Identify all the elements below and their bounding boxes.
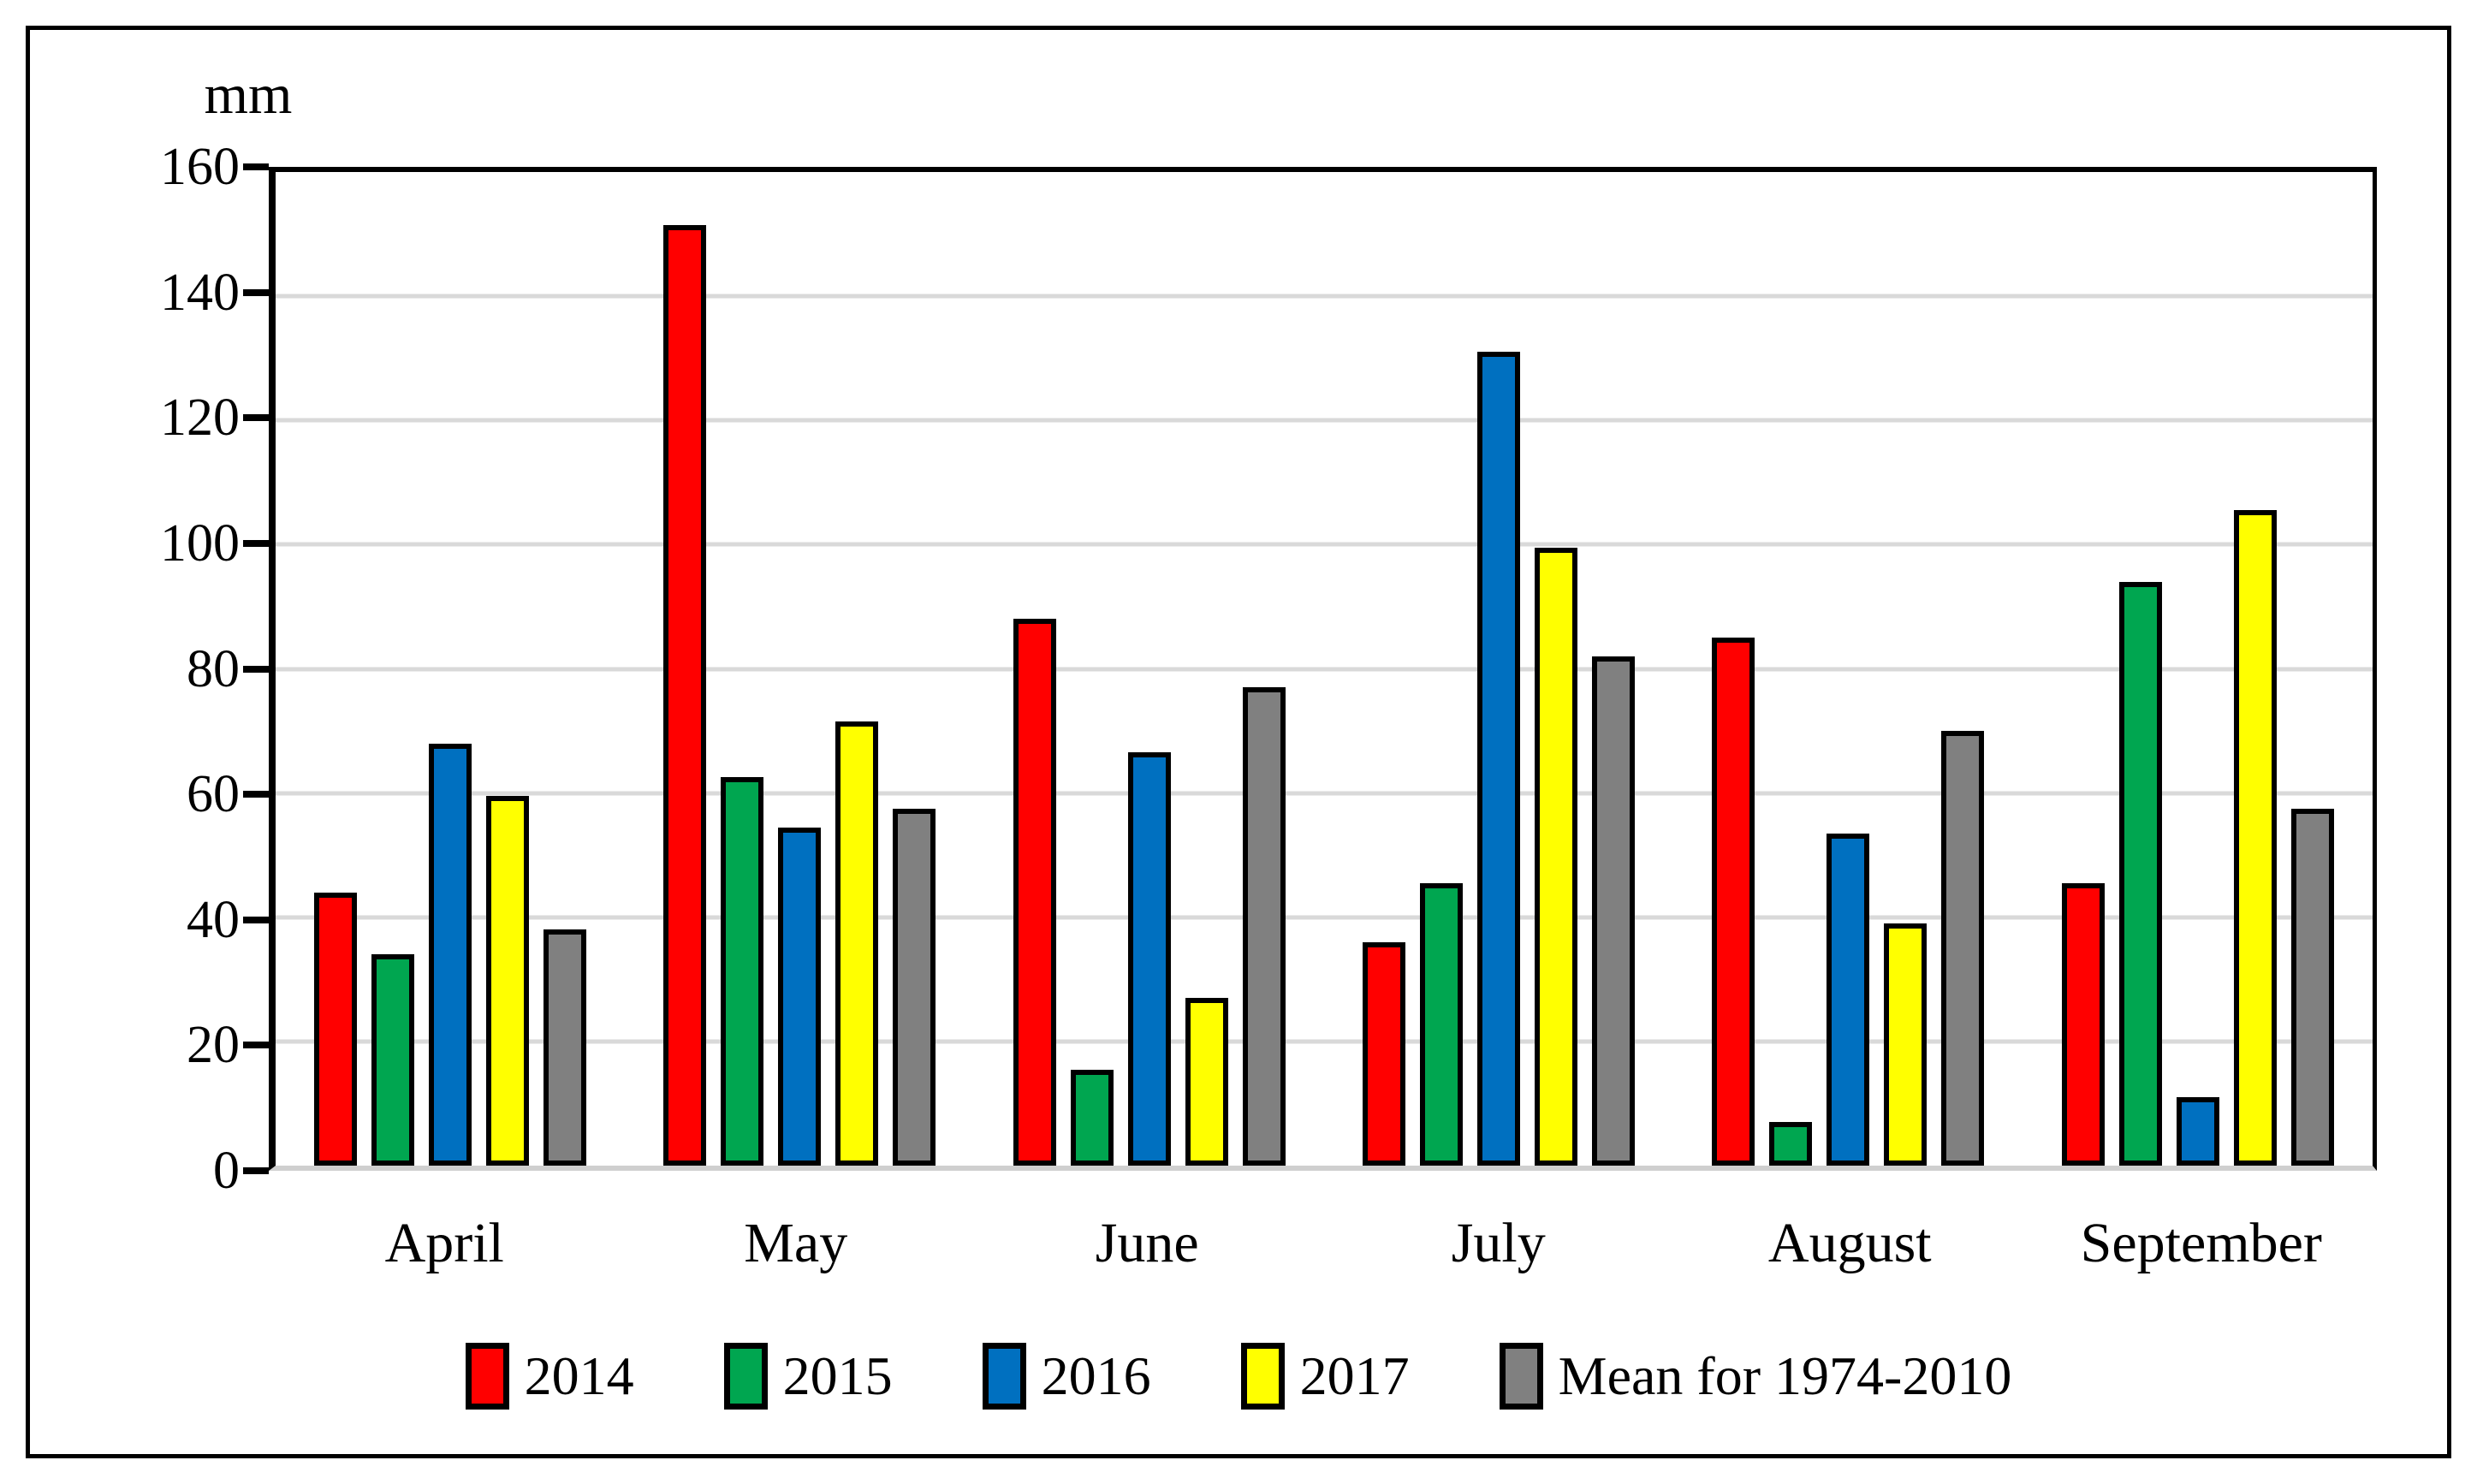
y-axis-label-20: 20 [187, 1016, 240, 1075]
y-tick-60 [243, 791, 269, 798]
y-axis-label-140: 140 [160, 263, 240, 322]
gridline-40 [276, 915, 2373, 920]
legend-item-2016: 2016 [982, 1343, 1151, 1410]
bar-2017-april [486, 796, 530, 1166]
legend-item-2017: 2017 [1240, 1343, 1410, 1410]
plot-area [269, 167, 2377, 1171]
bars-layer [276, 172, 2373, 1166]
y-tick-0 [243, 1167, 269, 1174]
bar-2017-august [1884, 923, 1928, 1166]
bar-group-june [975, 172, 1324, 1166]
y-axis-label-160: 160 [160, 138, 240, 196]
legend: 2014 2015 2016 2017 Mean for 1974-2010 [64, 1329, 2413, 1423]
legend-label-2014: 2014 [524, 1345, 634, 1406]
legend-swatch-2014 [465, 1343, 509, 1410]
figure-frame: mm 0 20 40 60 80 100 120 140 160 April May June Jul… [26, 26, 2451, 1458]
y-tick-80 [243, 665, 269, 673]
bar-mean-for-1974-2010-april [544, 929, 587, 1166]
bar-2017-june [1185, 998, 1228, 1166]
bar-2017-may [835, 721, 879, 1166]
legend-item-mean-for-1974-2010: Mean for 1974-2010 [1499, 1343, 2012, 1410]
legend-swatch-2016 [982, 1343, 1026, 1410]
y-axis-label-120: 120 [160, 389, 240, 448]
x-axis-labels: April May June July August September [269, 1209, 2377, 1277]
y-axis-label-100: 100 [160, 513, 240, 573]
gridline-100 [276, 542, 2373, 547]
bar-2015-july [1420, 882, 1464, 1166]
bar-2015-may [721, 777, 764, 1166]
legend-label-mean-for-1974-2010: Mean for 1974-2010 [1558, 1345, 2012, 1406]
bar-mean-for-1974-2010-june [1242, 687, 1286, 1166]
bar-2016-may [778, 827, 822, 1166]
legend-label-2016: 2016 [1041, 1345, 1151, 1406]
y-axis-title: mm [204, 63, 293, 126]
legend-label-2015: 2015 [782, 1345, 893, 1406]
bar-group-september [2023, 172, 2373, 1166]
x-axis-label-april: April [384, 1212, 504, 1274]
bar-2014-september [2061, 882, 2105, 1166]
y-axis-label-60: 60 [187, 765, 240, 824]
bar-2017-september [2233, 510, 2277, 1166]
gridline-120 [276, 418, 2373, 423]
bar-2015-june [1070, 1069, 1114, 1166]
bar-2014-april [314, 892, 358, 1166]
bar-mean-for-1974-2010-may [893, 808, 936, 1166]
legend-swatch-2017 [1240, 1343, 1285, 1410]
bar-2015-september [2118, 581, 2162, 1166]
x-axis-label-august: August [1767, 1212, 1932, 1274]
y-tick-40 [243, 916, 269, 923]
bar-2017-july [1535, 548, 1578, 1166]
legend-swatch-2015 [723, 1343, 768, 1410]
x-axis-label-july: July [1451, 1212, 1546, 1274]
gridline-20 [276, 1039, 2373, 1044]
x-axis-label-september: September [2080, 1212, 2322, 1274]
bar-group-august [1673, 172, 2023, 1166]
y-axis-label-40: 40 [187, 890, 240, 949]
legend-item-2015: 2015 [723, 1343, 893, 1410]
bar-2016-july [1477, 352, 1521, 1166]
legend-item-2014: 2014 [465, 1343, 634, 1410]
bar-2014-july [1363, 941, 1406, 1166]
y-axis-label-80: 80 [187, 639, 240, 698]
y-tick-120 [243, 414, 269, 422]
bar-2016-august [1827, 833, 1870, 1166]
bar-group-may [625, 172, 974, 1166]
bar-2015-august [1769, 1122, 1813, 1166]
bar-mean-for-1974-2010-september [2290, 808, 2334, 1166]
x-axis-label-may: May [744, 1212, 848, 1274]
legend-label-2017: 2017 [1299, 1345, 1410, 1406]
bar-2015-april [371, 954, 415, 1166]
gridline-80 [276, 667, 2373, 671]
bar-group-july [1324, 172, 1673, 1166]
y-tick-20 [243, 1042, 269, 1049]
bar-2014-may [663, 224, 707, 1166]
y-tick-140 [243, 288, 269, 296]
bar-2016-june [1127, 752, 1171, 1166]
bar-mean-for-1974-2010-august [1941, 731, 1985, 1166]
y-axis-ticks [243, 163, 269, 1174]
gridline-60 [276, 791, 2373, 796]
bar-2014-august [1712, 638, 1755, 1166]
y-tick-160 [243, 163, 269, 170]
gridline-140 [276, 294, 2373, 299]
bar-2016-april [429, 743, 472, 1166]
y-axis-labels: 0 20 40 60 80 100 120 140 160 [39, 140, 240, 1197]
y-axis-label-0: 0 [213, 1142, 240, 1200]
bar-mean-for-1974-2010-july [1592, 656, 1636, 1166]
legend-swatch-mean-for-1974-2010 [1499, 1343, 1543, 1410]
bar-group-april [276, 172, 625, 1166]
x-axis-label-june: June [1095, 1212, 1199, 1274]
y-tick-100 [243, 539, 269, 547]
bar-2014-june [1013, 619, 1056, 1166]
bar-2016-september [2176, 1097, 2219, 1166]
